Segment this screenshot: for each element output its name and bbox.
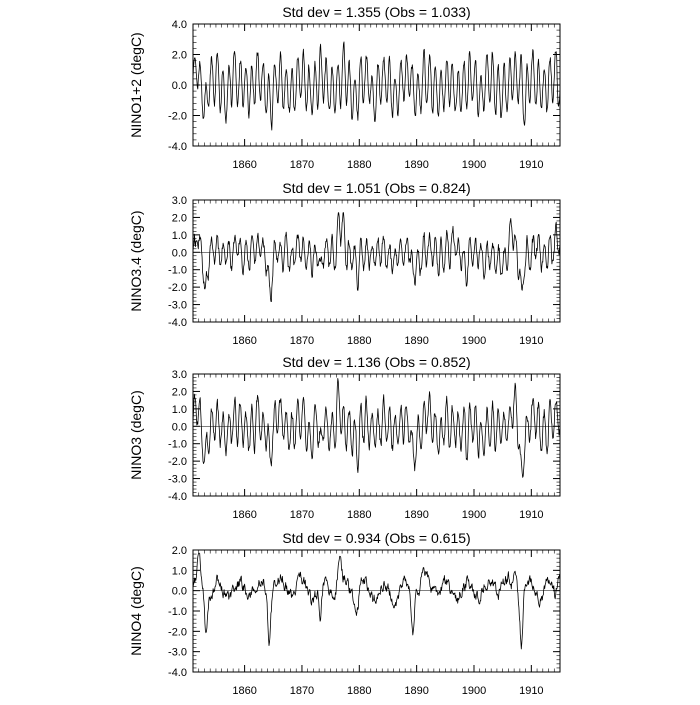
x-tick-label-nino12: 1880 xyxy=(347,159,371,171)
y-tick-label-nino34: 0.0 xyxy=(172,247,187,259)
y-tick-label-nino12: 4.0 xyxy=(172,19,187,31)
y-tick-label-nino4: -3.0 xyxy=(168,647,187,659)
y-tick-label-nino34: 1.0 xyxy=(172,230,187,242)
y-tick-label-nino34: -1.0 xyxy=(168,265,187,277)
x-tick-label-nino3: 1880 xyxy=(347,509,371,521)
y-tick-label-nino3: 2.0 xyxy=(172,386,187,398)
x-tick-label-nino12: 1910 xyxy=(519,159,543,171)
y-tick-label-nino4: -2.0 xyxy=(168,626,187,638)
y-axis-label-nino34: NINO3.4 (degC) xyxy=(128,210,144,311)
y-tick-label-nino3: -2.0 xyxy=(168,456,187,468)
series-line-nino12 xyxy=(192,41,561,131)
panel-nino4: Std dev = 0.934 (Obs = 0.615) NINO4 (degC… xyxy=(128,530,561,697)
y-tick-label-nino34: -4.0 xyxy=(168,317,187,329)
y-tick-label-nino4: 2.0 xyxy=(172,545,187,557)
y-axis-label-nino12: NINO1+2 (degC) xyxy=(128,32,144,137)
x-tick-label-nino12: 1860 xyxy=(232,159,256,171)
y-tick-label-nino34: -3.0 xyxy=(168,300,187,312)
x-tick-label-nino34: 1890 xyxy=(404,335,428,347)
y-tick-label-nino12: 2.0 xyxy=(172,50,187,62)
y-tick-label-nino3: -1.0 xyxy=(168,439,187,451)
x-tick-label-nino3: 1870 xyxy=(290,509,314,521)
y-tick-label-nino3: 1.0 xyxy=(172,404,187,416)
x-tick-label-nino4: 1860 xyxy=(232,685,256,697)
x-tick-label-nino4: 1890 xyxy=(404,685,428,697)
panel-nino3: Std dev = 1.136 (Obs = 0.852) NINO3 (degC… xyxy=(128,354,561,521)
x-tick-label-nino3: 1890 xyxy=(404,509,428,521)
x-tick-label-nino4: 1900 xyxy=(462,685,486,697)
y-tick-label-nino12: -2.0 xyxy=(168,111,187,123)
x-tick-label-nino3: 1900 xyxy=(462,509,486,521)
panel-nino12: Std dev = 1.355 (Obs = 1.033) NINO1+2 (de… xyxy=(128,4,561,171)
x-tick-label-nino12: 1900 xyxy=(462,159,486,171)
series-line-nino4 xyxy=(192,552,561,650)
y-tick-label-nino12: 0.0 xyxy=(172,80,187,92)
panel-nino34: Std dev = 1.051 (Obs = 0.824) NINO3.4 (de… xyxy=(128,180,561,347)
y-tick-label-nino4: 0.0 xyxy=(172,586,187,598)
panel-title-nino3: Std dev = 1.136 (Obs = 0.852) xyxy=(282,354,470,370)
x-tick-label-nino34: 1870 xyxy=(290,335,314,347)
y-tick-label-nino34: 3.0 xyxy=(172,195,187,207)
y-tick-label-nino3: 0.0 xyxy=(172,421,187,433)
panel-title-nino34: Std dev = 1.051 (Obs = 0.824) xyxy=(282,180,470,196)
y-tick-label-nino3: -3.0 xyxy=(168,474,187,486)
x-tick-label-nino34: 1910 xyxy=(519,335,543,347)
x-tick-label-nino3: 1860 xyxy=(232,509,256,521)
series-line-nino34 xyxy=(192,212,561,303)
series-line-nino3 xyxy=(192,377,561,478)
y-tick-label-nino3: -4.0 xyxy=(168,491,187,503)
x-tick-label-nino12: 1870 xyxy=(290,159,314,171)
y-tick-label-nino34: -2.0 xyxy=(168,282,187,294)
y-tick-label-nino3: 3.0 xyxy=(172,369,187,381)
x-tick-label-nino34: 1880 xyxy=(347,335,371,347)
panel-title-nino12: Std dev = 1.355 (Obs = 1.033) xyxy=(282,4,470,20)
x-tick-label-nino3: 1910 xyxy=(519,509,543,521)
x-tick-label-nino34: 1860 xyxy=(232,335,256,347)
y-tick-label-nino4: -1.0 xyxy=(168,606,187,618)
x-tick-label-nino4: 1910 xyxy=(519,685,543,697)
y-axis-label-nino4: NINO4 (degC) xyxy=(128,566,144,655)
panel-title-nino4: Std dev = 0.934 (Obs = 0.615) xyxy=(282,530,470,546)
y-tick-label-nino4: -4.0 xyxy=(168,667,187,679)
x-tick-label-nino4: 1880 xyxy=(347,685,371,697)
y-axis-label-nino3: NINO3 (degC) xyxy=(128,390,144,479)
y-tick-label-nino12: -4.0 xyxy=(168,141,187,153)
y-tick-label-nino4: 1.0 xyxy=(172,565,187,577)
x-tick-label-nino34: 1900 xyxy=(462,335,486,347)
x-tick-label-nino4: 1870 xyxy=(290,685,314,697)
y-tick-label-nino34: 2.0 xyxy=(172,212,187,224)
x-tick-label-nino12: 1890 xyxy=(404,159,428,171)
